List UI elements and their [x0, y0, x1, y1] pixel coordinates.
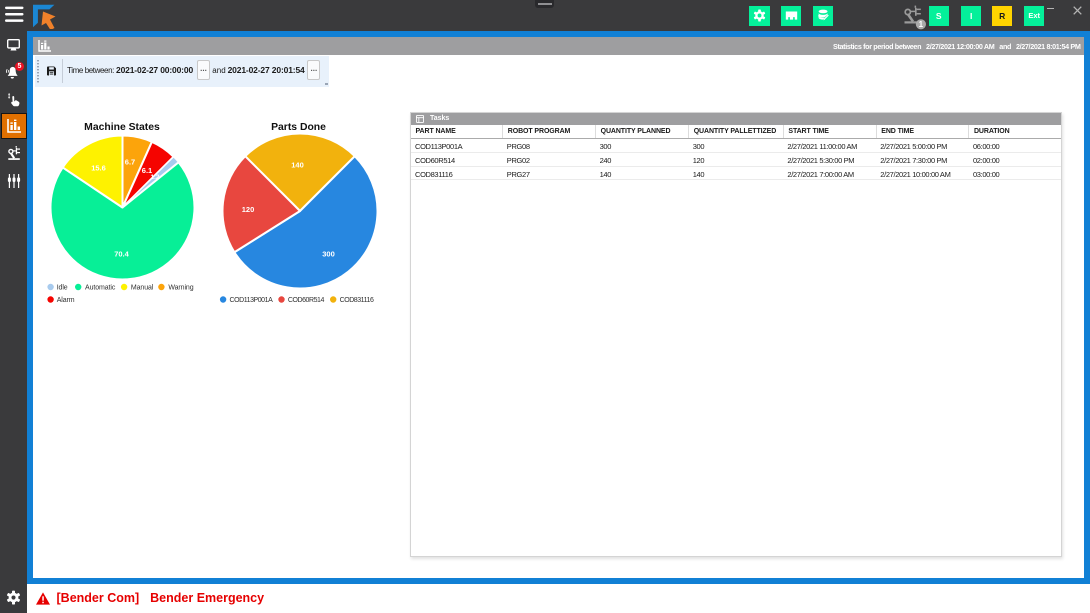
svg-text:70.4: 70.4 — [114, 250, 129, 259]
svg-text:Manual: Manual — [131, 285, 154, 292]
svg-text:1.2: 1.2 — [150, 174, 159, 181]
svg-text:6.7: 6.7 — [125, 158, 135, 167]
svg-text:Alarm: Alarm — [57, 297, 75, 304]
svg-text:COD113P001A: COD113P001A — [230, 297, 274, 304]
svg-text:COD60R514: COD60R514 — [288, 297, 325, 304]
svg-text:Parts Done: Parts Done — [271, 122, 326, 133]
svg-text:140: 140 — [291, 160, 304, 169]
svg-text:Idle: Idle — [57, 285, 68, 292]
svg-text:120: 120 — [242, 205, 255, 214]
svg-text:6.1: 6.1 — [142, 166, 152, 175]
svg-text:15.6: 15.6 — [91, 164, 106, 173]
svg-text:Automatic: Automatic — [85, 285, 116, 292]
svg-text:Warning: Warning — [168, 285, 193, 292]
svg-text:1: 1 — [919, 20, 924, 29]
svg-text:COD831116: COD831116 — [340, 297, 374, 304]
svg-text:300: 300 — [322, 250, 335, 259]
svg-text:Machine States: Machine States — [84, 122, 160, 133]
